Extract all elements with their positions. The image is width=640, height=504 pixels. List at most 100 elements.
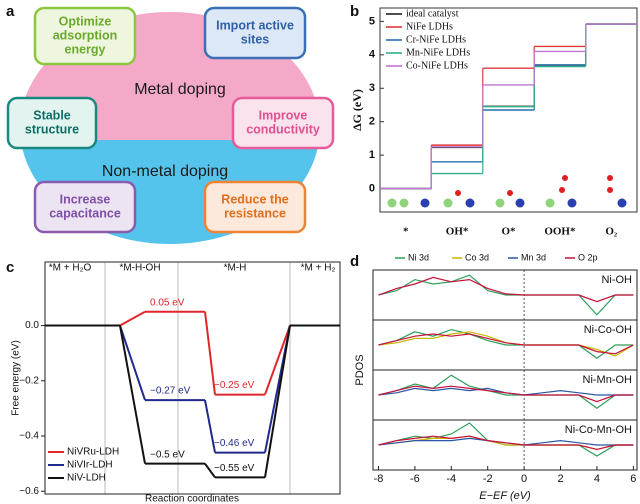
atom-icon xyxy=(607,187,613,193)
subpanel-frame xyxy=(372,419,638,471)
feature-text: sites xyxy=(241,32,270,46)
x-tick-label: 0 xyxy=(521,473,527,485)
legend-label: NiFe LDHs xyxy=(406,21,453,32)
feature-text: Reduce the xyxy=(221,192,288,206)
x-axis-label: Reaction coordinates xyxy=(145,494,239,504)
pdos-curve xyxy=(378,276,634,303)
legend-label: Mn 3d xyxy=(521,252,546,262)
feature-box xyxy=(203,180,307,234)
level-connector xyxy=(119,325,146,401)
atom-icon xyxy=(443,198,453,208)
value-label: −0.25 eV xyxy=(214,380,255,391)
atom-icon xyxy=(399,198,409,208)
pdos-curve xyxy=(378,328,634,359)
legend-label: Mn-NiFe LDHs xyxy=(406,47,470,58)
y-tick-label: 5 xyxy=(369,15,375,27)
atom-icon xyxy=(562,175,568,181)
atom-icon xyxy=(515,198,525,208)
y-tick-label: 4 xyxy=(369,49,376,61)
feature-box xyxy=(231,96,335,150)
feature-text: Import active xyxy=(216,18,294,32)
pdos-curve xyxy=(378,374,634,409)
y-tick-label: −0.2 xyxy=(19,375,39,386)
atom-icon xyxy=(607,175,613,181)
pdos-curve xyxy=(378,385,634,403)
legend-label: NiVRu-LDH xyxy=(67,447,119,458)
x-tick-label: 6 xyxy=(630,473,636,485)
atom-icon xyxy=(465,198,475,208)
atom-icon xyxy=(507,190,513,196)
panel-label: a xyxy=(6,3,15,20)
y-tick-label: 0 xyxy=(369,182,375,194)
atom-icon xyxy=(387,198,397,208)
y-tick-label: −0.4 xyxy=(19,431,39,442)
y-tick-label: 1 xyxy=(369,149,375,161)
state-label: *M-H-OH xyxy=(119,263,160,274)
legend-label: NiVIr-LDH xyxy=(67,460,113,471)
value-label: −0.55 eV xyxy=(214,463,255,474)
panel-label: c xyxy=(6,259,14,276)
feature-text: Improve xyxy=(259,108,308,122)
atom-icon xyxy=(545,198,555,208)
feature-box xyxy=(203,6,307,60)
subpanel-label: Ni-Co-OH xyxy=(584,324,632,336)
center-top-label: Metal doping xyxy=(134,81,226,98)
feature-text: Stable xyxy=(33,108,71,122)
value-label: 0.05 eV xyxy=(150,297,185,308)
pdos-curve xyxy=(378,333,634,355)
feature-box xyxy=(33,180,137,234)
atom-icon xyxy=(567,198,577,208)
x-category: O* xyxy=(501,226,516,238)
value-label: −0.27 eV xyxy=(150,386,191,397)
atom-icon xyxy=(559,187,565,193)
plot-frame xyxy=(44,261,341,495)
level-connector xyxy=(204,463,216,479)
feature-text: adsorption xyxy=(53,28,118,42)
center-bottom-label: Non-metal doping xyxy=(102,163,228,180)
x-category: * xyxy=(403,226,409,238)
subpanel-label: Ni-OH xyxy=(601,274,632,286)
pdos-curve xyxy=(378,435,634,451)
level-connector xyxy=(204,311,216,395)
feature-text: Optimize xyxy=(59,14,112,28)
feature-text: Increase xyxy=(60,192,111,206)
level-connector xyxy=(204,399,216,453)
atom-icon xyxy=(420,198,430,208)
plot-frame xyxy=(379,7,638,213)
legend-label: NiV-LDH xyxy=(67,473,106,484)
level-connector xyxy=(264,325,291,395)
feature-text: capacitance xyxy=(49,206,121,220)
y-tick-label: 2 xyxy=(369,116,375,128)
x-tick-label: -6 xyxy=(410,473,420,485)
atom-icon xyxy=(455,190,461,196)
level-connector xyxy=(119,310,146,327)
x-tick-label: -8 xyxy=(374,473,384,485)
atom-icon xyxy=(495,198,505,208)
feature-text: structure xyxy=(25,122,79,136)
feature-text: conductivity xyxy=(246,122,320,136)
x-tick-label: -4 xyxy=(446,473,456,485)
x-tick-label: -2 xyxy=(483,473,493,485)
value-label: −0.46 eV xyxy=(214,438,255,449)
legend-label: ideal catalyst xyxy=(406,8,459,19)
x-category: OOH* xyxy=(544,226,576,238)
x-axis-label: E−EF (eV) xyxy=(479,490,531,502)
state-label: *M + H₂O xyxy=(49,263,92,274)
state-label: *M + H₂ xyxy=(301,263,336,274)
legend-label: Ni 3d xyxy=(408,252,429,262)
feature-text: resistance xyxy=(224,206,286,220)
feature-text: energy xyxy=(65,42,106,56)
level-connector xyxy=(119,325,146,464)
level-connector xyxy=(264,325,291,478)
pdos-curve xyxy=(378,274,634,316)
feature-box xyxy=(33,6,137,66)
legend-label: Cr-NiFe LDHs xyxy=(406,34,466,45)
y-tick-label: 3 xyxy=(369,82,375,94)
y-axis-label: PDOS xyxy=(354,354,366,385)
value-label: −0.5 eV xyxy=(150,449,185,460)
feature-box xyxy=(6,96,98,150)
legend-label: Co-NiFe LDHs xyxy=(406,60,468,71)
legend-label: Co 3d xyxy=(465,252,489,262)
x-tick-label: 4 xyxy=(594,473,600,485)
